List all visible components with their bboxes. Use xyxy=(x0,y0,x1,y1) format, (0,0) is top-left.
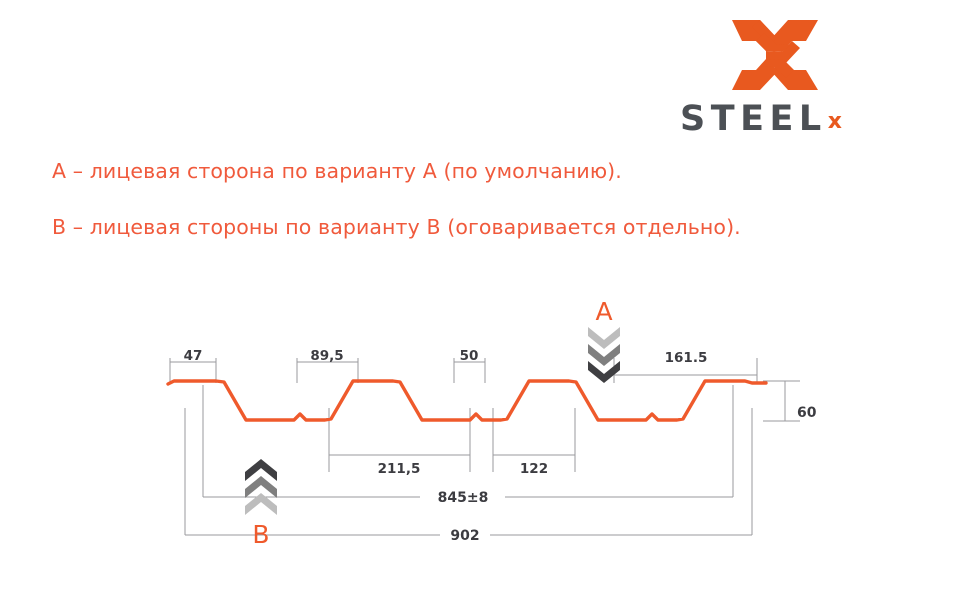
legend-line-variant-a: A – лицевая сторона по варианту A (по ум… xyxy=(52,159,622,183)
marker-a: A xyxy=(588,297,620,383)
brand-wordmark-steel: STEEL xyxy=(680,99,827,139)
marker-b: B xyxy=(245,459,277,549)
marker-b-label: B xyxy=(252,520,269,549)
dimension-label-50: 50 xyxy=(460,348,479,364)
brand-logo: STEEL x xyxy=(680,14,880,144)
dimension-label-47: 47 xyxy=(184,348,203,364)
dimension-label-161-5: 161.5 xyxy=(665,350,708,366)
dimension-label-211-5: 211,5 xyxy=(378,461,421,477)
legend-line-variant-b: B – лицевая стороны по варианту B (огова… xyxy=(52,215,741,239)
steelx-x-mark-icon xyxy=(730,14,820,96)
dimension-label-902: 902 xyxy=(450,528,479,544)
dimension-label-89-5: 89,5 xyxy=(310,348,343,364)
sheet-profile-line xyxy=(166,379,768,422)
marker-a-label: A xyxy=(595,297,612,326)
brand-wordmark: STEEL x xyxy=(680,102,880,144)
dimension-label-845: 845±8 xyxy=(438,490,489,506)
dimension-label-60: 60 xyxy=(797,405,817,421)
dimension-label-122: 122 xyxy=(520,461,548,477)
brand-wordmark-x: x xyxy=(827,109,842,134)
dimension-extension-lines xyxy=(169,358,800,536)
marker-b-chevron-icon xyxy=(245,459,277,515)
